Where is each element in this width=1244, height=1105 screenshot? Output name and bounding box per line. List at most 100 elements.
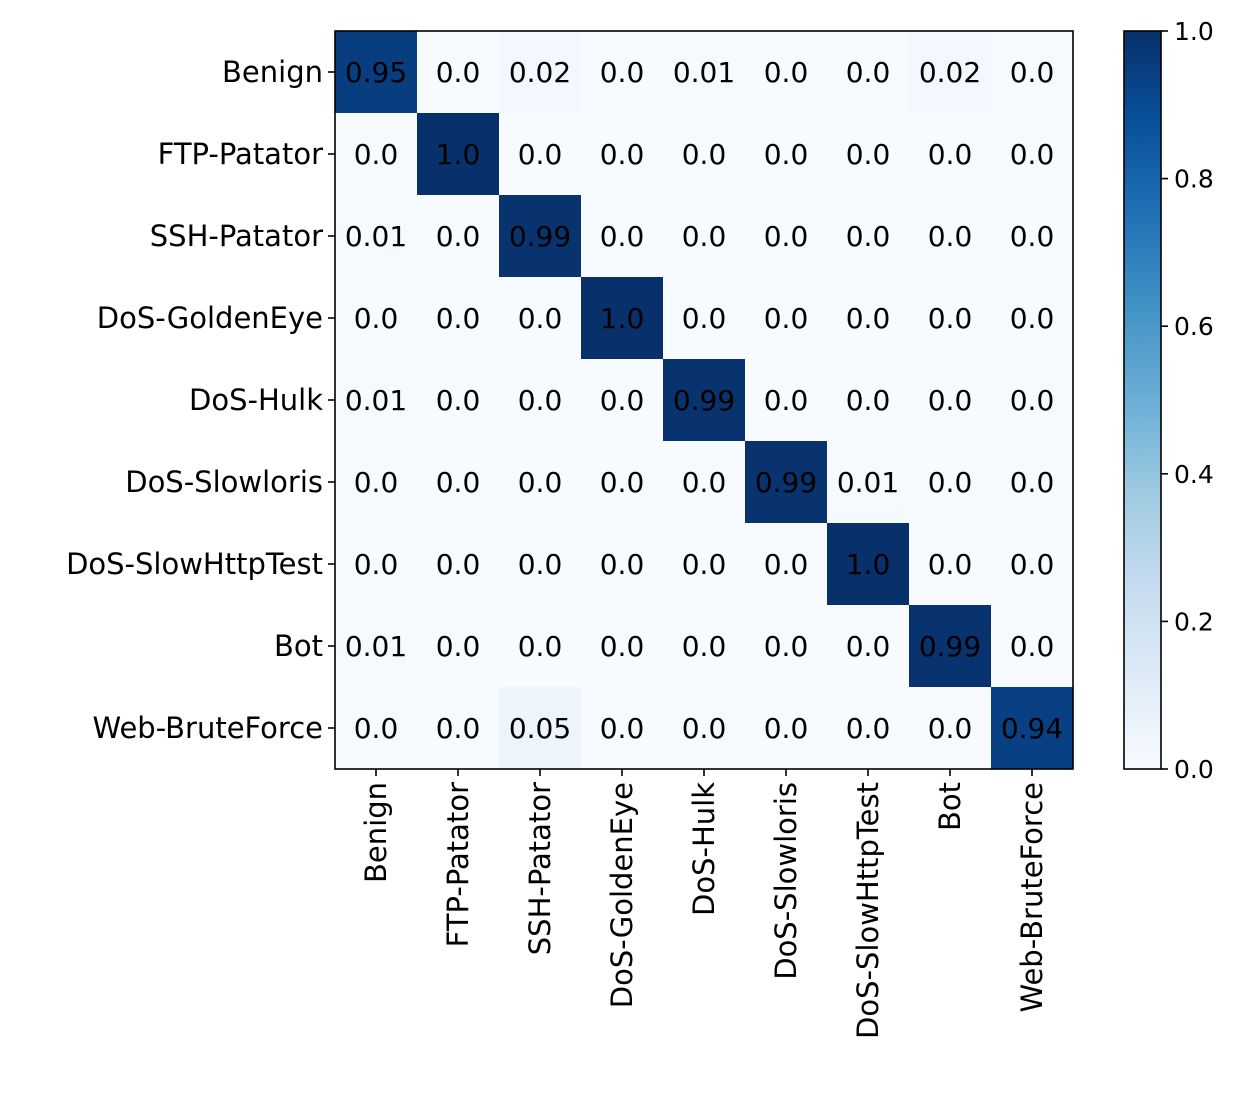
heatmap-cell [991, 605, 1074, 688]
cell-value-label: 0.0 [846, 302, 891, 335]
x-tick-label-dos-slowhttptest: DoS-SlowHttpTest [851, 782, 885, 1039]
cell-value-label: 0.0 [1010, 138, 1055, 171]
heatmap-cell [417, 31, 500, 114]
heatmap-cell [991, 523, 1074, 606]
cell-value-label: 0.95 [345, 56, 407, 89]
cell-value-label: 0.99 [919, 630, 981, 663]
heatmap-cell [991, 277, 1074, 360]
heatmap-cell [663, 359, 746, 442]
heatmap-cell [499, 277, 582, 360]
y-tick-label-ftp-patator: FTP-Patator [158, 137, 323, 171]
cell-value-label: 0.01 [345, 220, 407, 253]
cell-value-label: 0.0 [764, 548, 809, 581]
heatmap-cell [581, 523, 664, 606]
heatmap-cell [417, 441, 500, 524]
heatmap-cell [499, 113, 582, 196]
heatmap-cell [909, 31, 992, 114]
heatmap-cell [335, 605, 418, 688]
colorbar-ticks: 0.0 0.2 0.4 0.6 0.8 1.0 [1161, 17, 1214, 784]
heatmap-cell [335, 441, 418, 524]
heatmap-cell [827, 31, 910, 114]
cell-value-label: 0.05 [509, 712, 571, 745]
heatmap-cell [909, 195, 992, 278]
heatmap-cell [745, 31, 828, 114]
cell-value-label: 0.0 [600, 548, 645, 581]
heatmap-cell [663, 195, 746, 278]
heatmap-cell [581, 113, 664, 196]
heatmap-cell [417, 277, 500, 360]
cell-value-label: 0.99 [509, 220, 571, 253]
heatmap-cell [909, 605, 992, 688]
heatmap-cell [827, 359, 910, 442]
cell-value-label: 0.0 [518, 630, 563, 663]
y-tick-label-bot: Bot [274, 629, 323, 663]
cell-value-label: 0.0 [354, 712, 399, 745]
cell-value-label: 0.0 [354, 466, 399, 499]
heatmap-cell [581, 441, 664, 524]
cell-value-label: 0.0 [600, 630, 645, 663]
cell-value-label: 0.0 [682, 220, 727, 253]
heatmap-cell [581, 195, 664, 278]
heatmap-cell [499, 523, 582, 606]
heatmap-cell [909, 441, 992, 524]
heatmap-cell [663, 523, 746, 606]
heatmap-cell [909, 687, 992, 770]
heatmap-cell [909, 523, 992, 606]
cell-value-label: 0.0 [846, 630, 891, 663]
heatmap-cell [499, 605, 582, 688]
heatmap-cell [581, 31, 664, 114]
cell-value-label: 0.0 [682, 630, 727, 663]
colorbar-tick-label: 1.0 [1174, 17, 1214, 46]
cell-value-label: 0.0 [764, 302, 809, 335]
cell-value-label: 0.99 [673, 384, 735, 417]
heatmap-cell [827, 195, 910, 278]
cell-value-label: 0.0 [928, 712, 973, 745]
cell-value-label: 0.0 [600, 384, 645, 417]
cell-value-label: 0.0 [600, 712, 645, 745]
heatmap-cell [991, 113, 1074, 196]
y-tick-label-dos-goldeneye: DoS-GoldenEye [97, 301, 323, 335]
y-tick-label-benign: Benign [222, 55, 323, 89]
cell-value-label: 0.01 [837, 466, 899, 499]
heatmap-cell [335, 359, 418, 442]
x-tick-label-dos-goldeneye: DoS-GoldenEye [605, 782, 639, 1008]
heatmap-cell [745, 277, 828, 360]
cell-value-label: 0.02 [509, 56, 571, 89]
cell-value-label: 0.0 [436, 384, 481, 417]
heatmap-cell [499, 359, 582, 442]
cell-value-label: 0.0 [928, 302, 973, 335]
cell-value-label: 0.0 [518, 466, 563, 499]
cell-value-label: 0.0 [846, 712, 891, 745]
heatmap-cell [909, 113, 992, 196]
heatmap-cell [991, 31, 1074, 114]
x-tick-label-bot: Bot [933, 782, 967, 831]
cell-value-label: 0.0 [682, 466, 727, 499]
heatmap-cell [335, 523, 418, 606]
heatmap-cell [663, 605, 746, 688]
heatmap-cell [909, 277, 992, 360]
colorbar-tick-label: 0.4 [1174, 460, 1214, 489]
heatmap-cell [581, 687, 664, 770]
x-tick-label-dos-slowloris: DoS-Slowloris [769, 782, 803, 980]
heatmap-cell [581, 277, 664, 360]
cell-value-label: 0.0 [1010, 630, 1055, 663]
cell-value-label: 0.94 [1001, 712, 1063, 745]
heatmap-cell [417, 523, 500, 606]
y-tick-label-ssh-patator: SSH-Patator [150, 219, 323, 253]
cell-value-label: 0.0 [436, 302, 481, 335]
cell-value-label: 0.0 [682, 548, 727, 581]
cell-value-label: 0.0 [600, 220, 645, 253]
heatmap-cell [663, 441, 746, 524]
y-tick-label-dos-slowhttptest: DoS-SlowHttpTest [66, 547, 323, 581]
cell-value-label: 0.0 [846, 220, 891, 253]
cell-value-label: 0.0 [354, 138, 399, 171]
cell-value-label: 0.0 [518, 548, 563, 581]
cell-value-label: 0.0 [764, 220, 809, 253]
heatmap-cell [827, 277, 910, 360]
cell-value-label: 0.01 [345, 384, 407, 417]
cell-value-label: 1.0 [846, 548, 891, 581]
heatmap-cell [827, 605, 910, 688]
x-tick-label-web-bruteforce: Web-BruteForce [1015, 782, 1049, 1013]
cell-value-label: 0.0 [518, 138, 563, 171]
